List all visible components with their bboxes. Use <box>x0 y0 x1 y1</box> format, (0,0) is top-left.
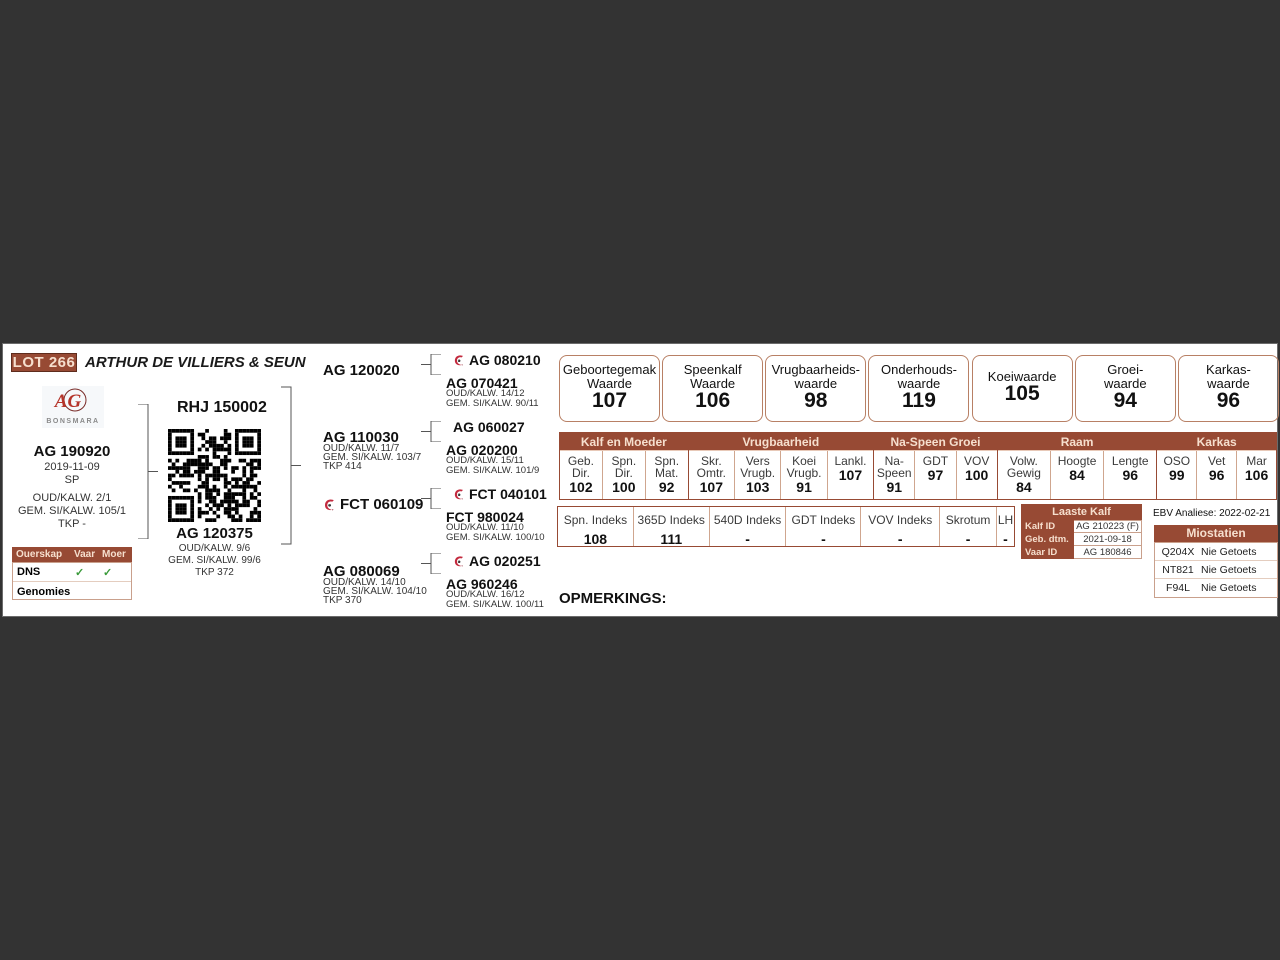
svg-text:AG: AG <box>54 391 82 412</box>
